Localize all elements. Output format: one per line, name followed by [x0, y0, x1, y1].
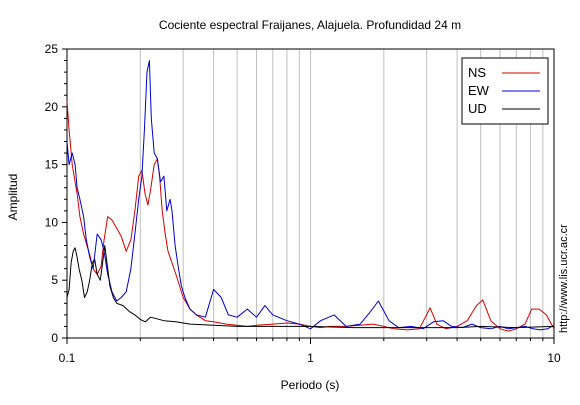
x-tick-label: 10 — [547, 351, 561, 365]
legend-label: UD — [468, 101, 487, 116]
y-tick-label: 25 — [45, 42, 59, 56]
series-line-ud — [66, 245, 555, 329]
y-tick-label: 15 — [45, 158, 59, 172]
x-tick-label: 0.1 — [59, 351, 76, 365]
y-tick-label: 5 — [51, 273, 58, 287]
x-axis-label: Periodo (s) — [281, 378, 340, 392]
chart-title: Cociente espectral Fraijanes, Alajuela. … — [159, 18, 461, 32]
legend-label: EW — [468, 83, 490, 98]
y-tick-label: 20 — [45, 100, 59, 114]
y-axis-label: Amplitud — [6, 174, 20, 221]
legend-label: NS — [468, 65, 486, 80]
y-tick-label: 10 — [45, 215, 59, 229]
y-tick-label: 0 — [51, 331, 58, 345]
source-url-text: http://www.lis.ucr.ac.cr — [558, 224, 570, 333]
series-line-ew — [66, 60, 555, 331]
x-tick-label: 1 — [307, 351, 314, 365]
